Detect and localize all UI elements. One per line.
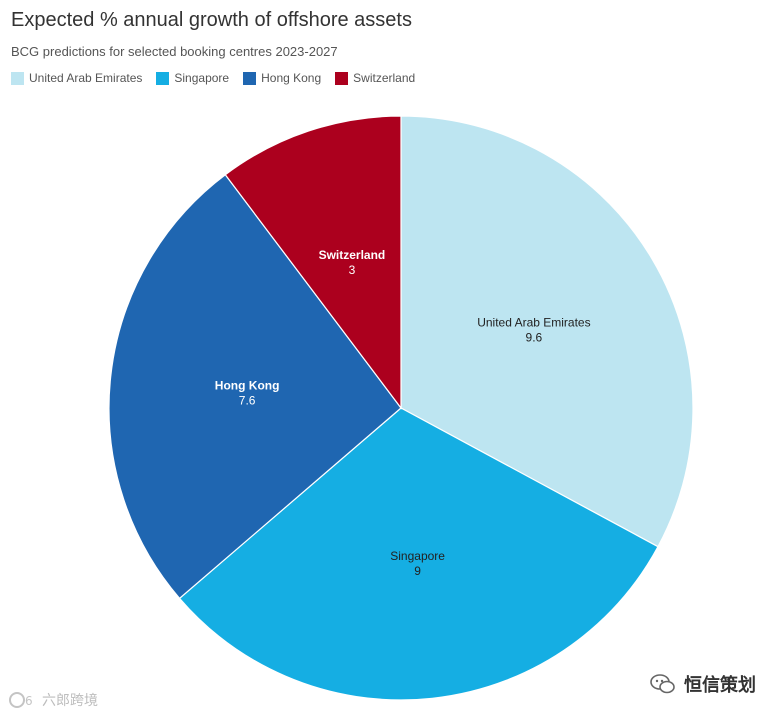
wechat-icon — [650, 674, 675, 694]
chart-legend: United Arab Emirates Singapore Hong Kong Sw… — [11, 71, 415, 85]
legend-label: Switzerland — [353, 71, 416, 85]
legend-swatch — [335, 71, 349, 85]
slice-value-label: 9 — [414, 564, 421, 578]
watermark-left: 6 六郎跨境 — [8, 690, 98, 710]
watermark-left-text: 六郎跨境 — [42, 692, 98, 708]
legend-swatch — [156, 71, 170, 85]
legend-swatch — [243, 71, 257, 85]
chart-title: Expected % annual growth of offshore ass… — [11, 9, 412, 31]
slice-value-label: 7.6 — [239, 393, 256, 407]
slice-value-label: 3 — [349, 263, 356, 277]
pie-slice-singapore — [178, 407, 659, 701]
watermark-right-text: 恒信策划 — [684, 675, 756, 695]
legend-item: United Arab Emirates — [11, 71, 142, 85]
pie-slice-switzerland — [224, 115, 402, 410]
legend-label: Singapore — [174, 71, 230, 85]
legend-label: Hong Kong — [261, 71, 322, 85]
slice-category-label: Singapore — [390, 549, 445, 563]
slice-category-label: United Arab Emirates — [477, 316, 590, 330]
legend-swatch — [11, 71, 24, 85]
legend-item: Switzerland — [335, 71, 415, 85]
legend-label: United Arab Emirates — [29, 71, 143, 85]
svg-text:6: 6 — [25, 694, 33, 708]
logo-icon: 6 — [9, 692, 33, 708]
legend-item: Hong Kong — [243, 71, 321, 85]
chart-subtitle: BCG predictions for selected booking cen… — [11, 44, 338, 59]
slice-value-label: 9.6 — [526, 331, 543, 345]
slice-category-label: Switzerland — [319, 248, 386, 262]
slice-category-label: Hong Kong — [215, 378, 280, 392]
legend-item: Singapore — [156, 71, 229, 85]
pie-slice-united-arab-emirates — [400, 115, 694, 548]
pie-slice-hong-kong — [108, 173, 402, 600]
watermark-right: 恒信策划 — [650, 671, 756, 697]
